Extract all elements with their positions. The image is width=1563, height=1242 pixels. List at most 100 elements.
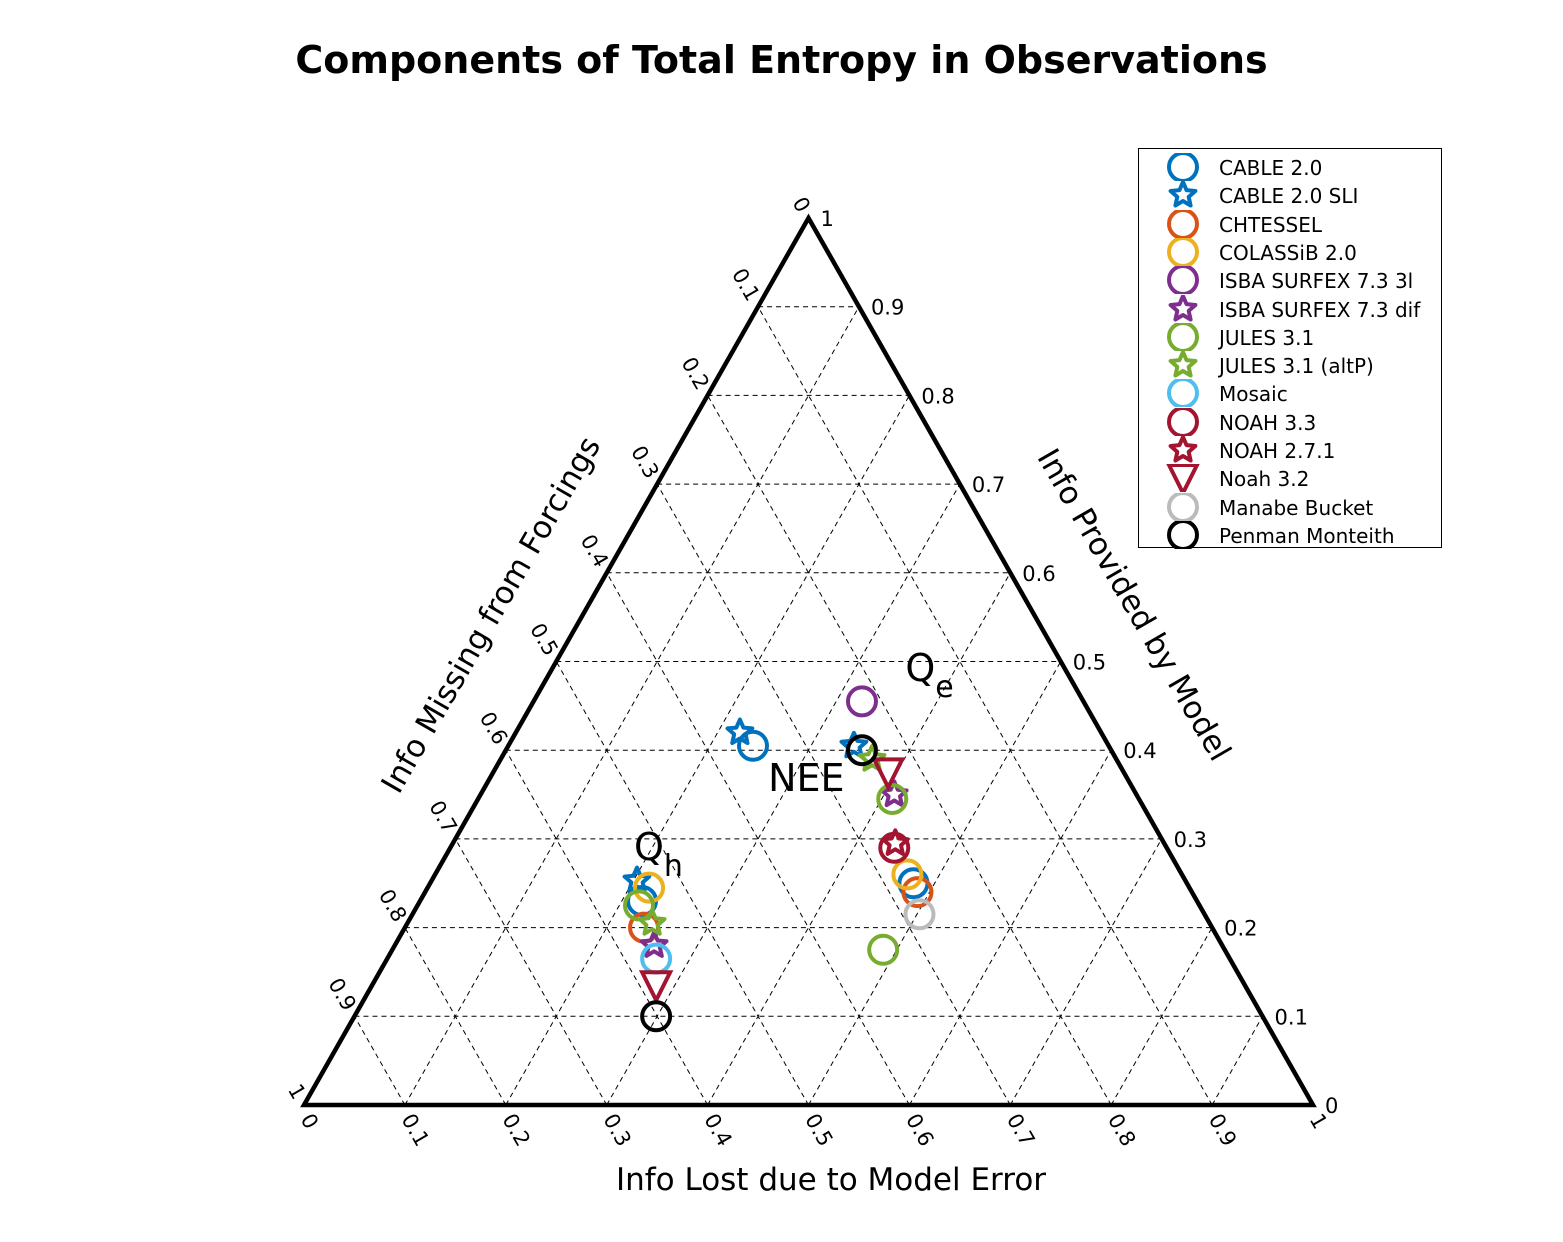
bottom-tick-label: 0 xyxy=(296,1110,323,1134)
legend-symbol xyxy=(1168,351,1198,378)
bottom-tick-label: 0.3 xyxy=(598,1110,635,1151)
bottom-tick-label: 0.2 xyxy=(497,1110,534,1151)
data-point xyxy=(640,1000,673,1033)
data-point xyxy=(876,782,909,815)
right-tick-label: 0.2 xyxy=(1224,917,1257,941)
legend-item: NOAH 2.7.1 xyxy=(1139,436,1439,464)
legend-label: JULES 3.1 (altP) xyxy=(1219,354,1374,379)
legend-marker xyxy=(1168,436,1198,463)
legend-marker xyxy=(1167,209,1199,238)
legend-marker xyxy=(1167,407,1199,436)
right-tick-label: 0.3 xyxy=(1174,828,1207,852)
legend-item: ISBA SURFEX 7.3 dif xyxy=(1139,294,1439,323)
data-point xyxy=(857,744,887,772)
data-point xyxy=(903,898,936,931)
legend-marker xyxy=(1167,520,1199,549)
grid-lines xyxy=(354,306,1263,1106)
grid-line xyxy=(707,395,1112,1106)
axis-labels: Info Lost due to Model Error Info Missin… xyxy=(375,431,1238,1198)
right-tick-label: 0.7 xyxy=(972,473,1005,497)
grid-line xyxy=(656,483,1011,1106)
data-point xyxy=(867,933,900,966)
grid-line xyxy=(404,306,860,1106)
data-point xyxy=(845,685,878,718)
grid-line xyxy=(404,927,507,1106)
grid-line xyxy=(757,306,1213,1106)
legend-marker xyxy=(1168,294,1198,321)
triangle-frame xyxy=(300,213,1317,1108)
data-point xyxy=(880,828,910,856)
group-label-qh: Qh xyxy=(634,825,683,884)
data-point xyxy=(870,757,906,792)
right-tick-label: 0.1 xyxy=(1275,1005,1308,1029)
legend-item: JULES 3.1 xyxy=(1139,322,1439,351)
legend-item: Noah 3.2 xyxy=(1139,464,1439,493)
legend-label: Penman Monteith xyxy=(1219,523,1395,548)
legend-item: COLASSiB 2.0 xyxy=(1139,237,1439,266)
left-tick-label: 0 xyxy=(787,193,814,217)
chart-title: Components of Total Entropy in Observati… xyxy=(295,38,1268,82)
right-tick-label: 0.6 xyxy=(1022,562,1055,586)
grid-line xyxy=(1009,838,1163,1106)
legend-label: CABLE 2.0 xyxy=(1219,156,1323,180)
tick-labels: 0 0 0 0.1 0.1 0.1 0.2 0.2 0.2 0.3 0.3 0.3 0.4 0.4 0.4 0… xyxy=(283,193,1338,1151)
data-point xyxy=(901,876,934,909)
bottom-tick-label: 0.5 xyxy=(800,1110,837,1151)
legend-label: NOAH 2.7.1 xyxy=(1219,439,1336,463)
legend-symbol xyxy=(1167,209,1199,238)
legend-label: NOAH 3.3 xyxy=(1219,410,1317,435)
bottom-tick-label: 0.6 xyxy=(901,1110,938,1151)
bottom-tick-label: 0.8 xyxy=(1103,1110,1140,1151)
left-tick-label: 0.2 xyxy=(677,353,714,394)
legend-marker xyxy=(1168,351,1198,378)
bottom-tick-label: 0.7 xyxy=(1002,1110,1039,1151)
legend-item: Manabe Bucket xyxy=(1139,492,1439,521)
legend-item: Penman Monteith xyxy=(1139,520,1439,549)
data-point xyxy=(891,858,924,891)
left-tick-label: 0.6 xyxy=(475,708,512,749)
bottom-tick-label: 0.9 xyxy=(1204,1110,1241,1151)
legend: CABLE 2.0 CABLE 2.0 SLI CHTESSEL COLASSiB 2… xyxy=(1138,148,1442,549)
legend-symbol xyxy=(1167,153,1199,181)
bottom-tick-label: 0.1 xyxy=(397,1110,434,1151)
grid-line xyxy=(1211,1016,1263,1106)
bottom-tick-label: 0.4 xyxy=(699,1110,736,1151)
right-tick-label: 0.5 xyxy=(1073,651,1106,675)
legend-item: ISBA SURFEX 7.3 3l xyxy=(1139,266,1439,295)
grid-line xyxy=(555,661,809,1106)
legend-symbol xyxy=(1166,464,1200,493)
legend-item: CABLE 2.0 xyxy=(1139,153,1439,181)
group-labels: Qe NEE Qh xyxy=(634,646,954,884)
right-tick-label: 0 xyxy=(1325,1094,1338,1118)
legend-symbol xyxy=(1167,492,1199,521)
grid-line xyxy=(606,483,961,1106)
right-tick-label: 0.8 xyxy=(921,384,954,408)
legend-marker xyxy=(1167,379,1199,408)
legend-label: CABLE 2.0 SLI xyxy=(1219,184,1359,209)
bottom-axis-label: Info Lost due to Model Error xyxy=(616,1162,1046,1198)
right-tick-label: 1 xyxy=(821,207,834,231)
data-point xyxy=(845,734,878,767)
left-tick-label: 0.8 xyxy=(374,885,411,926)
data-point xyxy=(640,942,673,975)
legend-marker xyxy=(1167,153,1199,181)
grid-line xyxy=(808,661,1062,1106)
legend-label: ISBA SURFEX 7.3 3l xyxy=(1219,269,1414,294)
left-tick-label: 0.7 xyxy=(424,796,461,837)
data-point xyxy=(638,970,674,1005)
legend-label: Noah 3.2 xyxy=(1219,467,1310,492)
legend-label: CHTESSEL xyxy=(1219,212,1323,237)
legend-label: COLASSiB 2.0 xyxy=(1219,240,1357,265)
legend-marker xyxy=(1167,237,1199,266)
legend-symbol xyxy=(1168,181,1198,208)
legend-item: Mosaic xyxy=(1139,379,1439,408)
legend-marker xyxy=(1166,464,1200,493)
legend-label: JULES 3.1 xyxy=(1219,325,1315,350)
group-label-qe: Qe xyxy=(905,646,953,705)
data-point xyxy=(725,717,755,745)
data-point xyxy=(839,730,869,759)
triangle-border xyxy=(300,213,1317,1108)
legend-symbol xyxy=(1167,322,1199,351)
left-tick-label: 0.5 xyxy=(525,619,562,660)
